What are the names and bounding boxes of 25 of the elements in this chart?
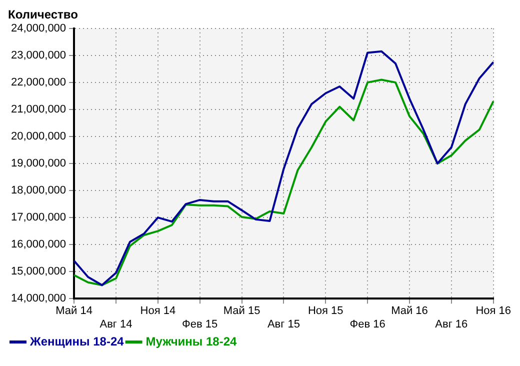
chart-title: Количество bbox=[8, 8, 78, 22]
x-tick-label: Авг 14 bbox=[100, 318, 132, 330]
x-tick-label: Фев 16 bbox=[350, 318, 386, 330]
y-tick-label: 23,000,000 bbox=[10, 49, 66, 62]
x-tick-label: Май 16 bbox=[391, 305, 428, 318]
y-tick-label: 21,000,000 bbox=[10, 103, 66, 116]
x-tick-label: Авг 15 bbox=[267, 318, 300, 330]
legend-label: Мужчины 18-24 bbox=[146, 334, 238, 348]
y-tick-label: 22,000,000 bbox=[10, 76, 66, 88]
x-tick-label: Авг 16 bbox=[435, 318, 468, 330]
y-tick-label: 17,000,000 bbox=[10, 212, 66, 224]
x-tick-label: Ноя 15 bbox=[308, 305, 344, 318]
x-tick-label: Фев 15 bbox=[182, 318, 218, 330]
y-tick-label: 14,000,000 bbox=[10, 292, 66, 305]
y-tick-label: 20,000,000 bbox=[10, 130, 66, 143]
y-tick-label: 24,000,000 bbox=[10, 22, 66, 34]
y-tick-label: 15,000,000 bbox=[10, 266, 66, 278]
y-tick-label: 18,000,000 bbox=[10, 184, 66, 197]
x-tick-label: Май 15 bbox=[223, 305, 260, 318]
y-tick-label: 19,000,000 bbox=[10, 158, 66, 170]
y-tick-label: 16,000,000 bbox=[10, 238, 66, 251]
x-tick-label: Май 14 bbox=[56, 305, 92, 318]
legend-label: Женщины 18-24 bbox=[29, 334, 124, 348]
x-tick-label: Ноя 14 bbox=[140, 305, 176, 318]
x-tick-label: Ноя 16 bbox=[476, 305, 511, 318]
